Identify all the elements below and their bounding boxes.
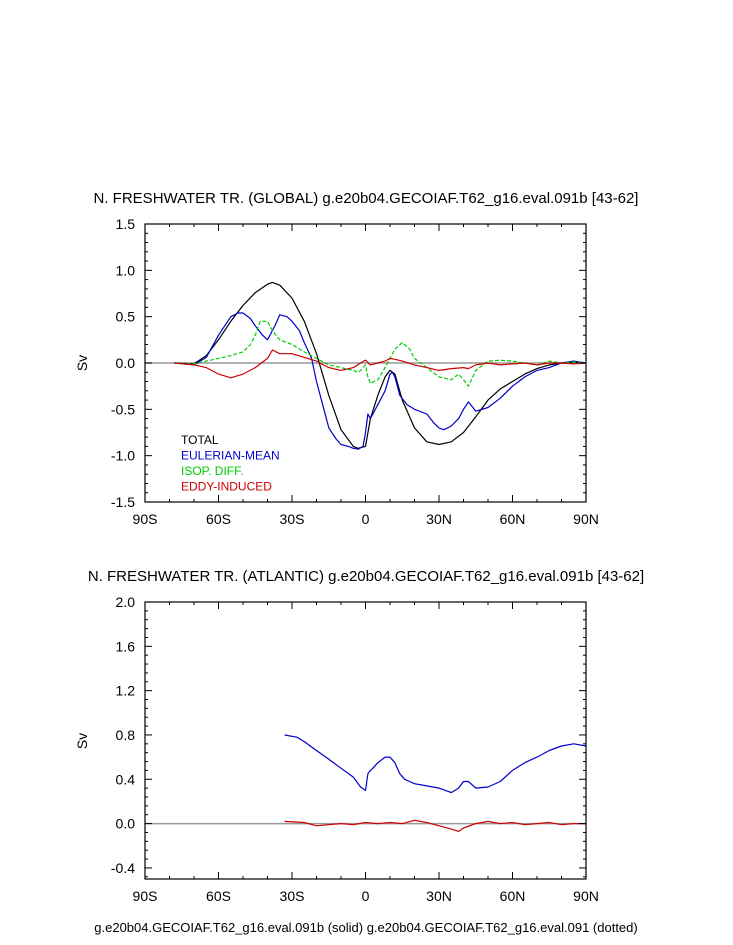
x-tick-label: 90S	[133, 511, 158, 527]
y-tick-label: -0.4	[111, 860, 135, 876]
x-tick-label: 90N	[573, 511, 599, 527]
x-tick-label: 60S	[206, 888, 231, 904]
x-tick-label: 90N	[573, 888, 599, 904]
series-line-eulerian-mean	[174, 312, 587, 450]
x-tick-label: 60N	[500, 511, 526, 527]
y-tick-label: 2.0	[116, 594, 136, 610]
x-tick-label: 0	[362, 888, 370, 904]
y-tick-label: -1.0	[111, 448, 135, 464]
y-tick-label: 0.0	[116, 816, 136, 832]
series-lines	[174, 281, 587, 450]
legend-entry: EDDY-INDUCED	[181, 480, 272, 494]
x-tick-label: 30S	[280, 511, 305, 527]
tick-labels: 90S 60S 30S 0 30N 60N 90N -1.5 -1.0 -0.5 0.0 0.5 1.0…	[111, 216, 599, 527]
tick-labels: 90S 60S 30S 0 30N 60N 90N -0.4 0.0 0.4 0.8 1.2 1.6 2.…	[111, 594, 599, 904]
series-line-total	[174, 281, 587, 449]
y-tick-label: 0.5	[116, 309, 136, 325]
x-tick-label: 30S	[280, 888, 305, 904]
legend-entry: TOTAL	[181, 433, 219, 447]
global-y-axis-label: Sv	[74, 355, 90, 371]
global-chart-title: N. FRESHWATER TR. (GLOBAL) g.e20b04.GECO…	[94, 190, 639, 207]
atlantic-y-axis-label: Sv	[74, 733, 90, 749]
y-tick-label: 1.6	[116, 638, 136, 654]
series-line-isop-diff	[174, 320, 587, 387]
x-tick-label: 90S	[133, 888, 158, 904]
atlantic-chart-title: N. FRESHWATER TR. (ATLANTIC) g.e20b04.GE…	[88, 568, 644, 585]
y-tick-label: 0.0	[116, 355, 136, 371]
legend-entry: EULERIAN-MEAN	[181, 449, 280, 463]
y-tick-label: 1.5	[116, 216, 136, 232]
y-tick-label: 1.0	[116, 262, 136, 278]
tick-marks	[144, 601, 587, 879]
x-tick-label: 30N	[426, 511, 452, 527]
series-line-series-0	[284, 734, 587, 794]
y-tick-label: -1.5	[111, 494, 135, 510]
x-tick-label: 30N	[426, 888, 452, 904]
plot-border	[144, 601, 587, 880]
series-lines	[284, 734, 587, 833]
x-tick-label: 60S	[206, 511, 231, 527]
atlantic-chart: N. FRESHWATER TR. (ATLANTIC) g.e20b04.GE…	[74, 568, 644, 904]
y-tick-label: 0.4	[116, 771, 136, 787]
series-line-series-1	[284, 819, 586, 833]
y-tick-label: 0.8	[116, 727, 136, 743]
x-tick-label: 60N	[500, 888, 526, 904]
tick-marks	[144, 223, 587, 503]
series-line-eddy-induced	[174, 349, 587, 379]
legend-entry: ISOP. DIFF.	[181, 464, 243, 478]
y-tick-label: -0.5	[111, 401, 135, 417]
x-tick-label: 0	[362, 511, 370, 527]
plot-frame	[144, 601, 587, 880]
footer-caption: g.e20b04.GECOIAF.T62_g16.eval.091b (soli…	[94, 920, 637, 935]
y-tick-label: 1.2	[116, 683, 136, 699]
global-chart: N. FRESHWATER TR. (GLOBAL) g.e20b04.GECO…	[74, 190, 638, 527]
